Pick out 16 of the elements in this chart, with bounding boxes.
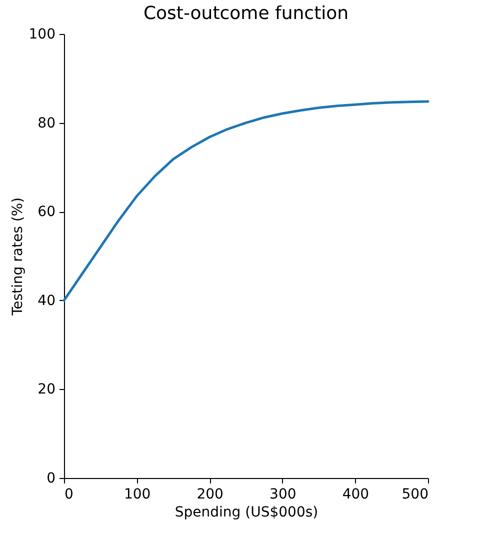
x-tick-label: 200: [196, 486, 224, 502]
y-tick-label: 20: [38, 382, 56, 398]
x-tick-label: 300: [270, 486, 296, 502]
y-tick-label: 60: [38, 204, 56, 220]
chart-title: Cost-outcome function: [143, 3, 349, 24]
y-tick-label: 80: [38, 115, 56, 132]
x-tick-label: 0: [64, 486, 74, 502]
x-axis-title: Spending (US$000s): [174, 504, 318, 520]
y-axis-title: Testing rates (%): [10, 197, 26, 317]
x-tick-label: 500: [402, 486, 428, 502]
y-tick-label: 40: [38, 292, 56, 309]
y-tick-label: 0: [46, 470, 56, 486]
x-tick-label: 100: [124, 486, 151, 502]
line-series: [62, 100, 430, 302]
y-tick-label: 100: [28, 26, 56, 42]
x-tick-label: 400: [342, 486, 370, 502]
